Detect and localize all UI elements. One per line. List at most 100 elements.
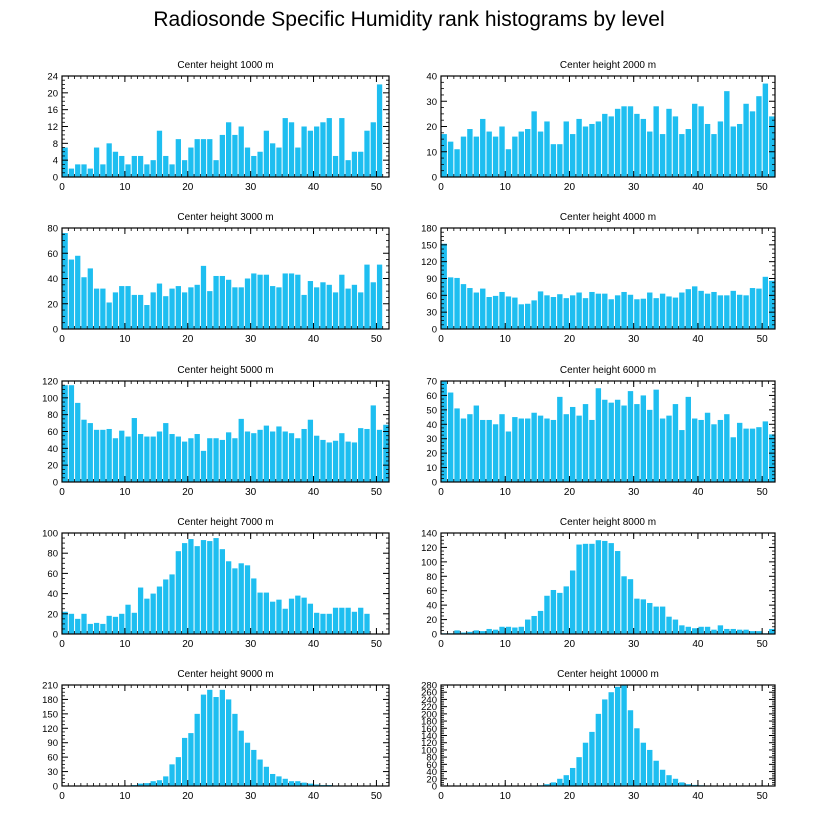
bar	[169, 574, 175, 634]
bar	[301, 597, 307, 634]
bar	[131, 294, 137, 329]
bar	[640, 742, 647, 786]
bar	[441, 243, 447, 329]
bar	[188, 733, 194, 786]
bar	[614, 399, 621, 482]
y-tick-label: 10	[426, 147, 437, 158]
bar	[270, 773, 276, 786]
bar	[473, 630, 480, 634]
bar	[100, 164, 106, 177]
bar	[144, 436, 150, 482]
bar	[332, 155, 339, 177]
bar	[756, 631, 762, 634]
bar	[169, 764, 175, 786]
bar	[288, 273, 295, 329]
bar	[692, 418, 698, 482]
panel-title: Center height 3000 m	[177, 212, 273, 223]
bar	[263, 425, 270, 482]
bar	[769, 434, 775, 482]
bar	[244, 742, 251, 786]
y-tick-label: 30	[426, 97, 437, 108]
bar	[762, 421, 769, 482]
bar	[288, 433, 295, 482]
bar	[634, 598, 640, 634]
plot-frame	[440, 532, 776, 635]
bar	[288, 598, 295, 634]
bar	[563, 121, 569, 177]
x-tick-label: 10	[119, 639, 131, 650]
y-tick-label: 40	[426, 72, 437, 83]
bar	[512, 627, 518, 634]
y-tick-label: 210	[42, 681, 58, 692]
bar	[679, 134, 685, 177]
y-tick-label: 20	[426, 774, 437, 785]
y-tick-label: 80	[47, 224, 58, 235]
bar	[756, 288, 762, 329]
bar	[232, 713, 238, 786]
bar	[332, 440, 339, 482]
chart-panel-5: Center height 5000 m 0 10 20 30 40 50 0 20 40 60 80…	[42, 365, 390, 498]
bar	[137, 294, 144, 329]
bar	[320, 439, 326, 482]
bar	[473, 292, 480, 329]
bar	[447, 277, 454, 329]
x-tick-label: 20	[564, 639, 576, 650]
bar	[276, 426, 282, 482]
x-tick-label: 40	[692, 487, 704, 498]
bar	[282, 778, 288, 786]
bar	[576, 757, 582, 786]
bar	[627, 391, 634, 482]
bar	[557, 592, 563, 634]
bar	[251, 433, 257, 482]
panel-title: Center height 10000 m	[557, 669, 659, 680]
bar	[589, 731, 595, 786]
bar	[582, 126, 589, 177]
bar	[339, 433, 345, 482]
bar	[251, 578, 257, 634]
bar	[144, 598, 150, 634]
bar	[226, 432, 232, 482]
bar	[659, 769, 666, 786]
y-tick-label: 4	[53, 156, 58, 167]
bar	[226, 122, 232, 177]
bar	[244, 147, 251, 177]
bar	[769, 280, 775, 329]
x-tick-label: 30	[245, 334, 257, 345]
y-tick-label: 150	[421, 240, 437, 251]
bar	[467, 414, 473, 482]
y-tick-label: 0	[53, 325, 58, 336]
bar	[270, 431, 276, 482]
x-tick-label: 50	[757, 334, 769, 345]
bar	[93, 429, 100, 482]
bar	[467, 129, 473, 177]
bar	[698, 106, 704, 177]
bar	[640, 298, 647, 329]
bar	[100, 288, 106, 329]
bar	[125, 164, 131, 177]
bar	[68, 385, 75, 482]
bar	[749, 428, 756, 482]
bar	[314, 126, 320, 177]
bar	[169, 288, 175, 329]
bar	[213, 538, 219, 634]
bar	[531, 615, 537, 634]
bar	[332, 292, 339, 329]
bar	[175, 551, 181, 634]
x-tick-label: 30	[628, 639, 640, 650]
bar	[301, 428, 307, 482]
x-tick-label: 0	[438, 182, 444, 193]
x-tick-label: 30	[628, 791, 640, 802]
y-tick-label: 50	[426, 405, 437, 416]
bar	[282, 118, 288, 177]
bar	[634, 404, 640, 482]
chart-panel-10: Center height 10000 m0 10 20 30 40 5002040608…	[421, 669, 776, 802]
bar	[473, 136, 480, 177]
bar	[270, 286, 276, 329]
bar	[730, 126, 736, 177]
bar	[486, 131, 492, 177]
bar	[486, 419, 492, 482]
bar	[480, 118, 486, 177]
bar	[200, 265, 207, 329]
x-tick-label: 10	[119, 334, 131, 345]
bar	[769, 628, 775, 634]
